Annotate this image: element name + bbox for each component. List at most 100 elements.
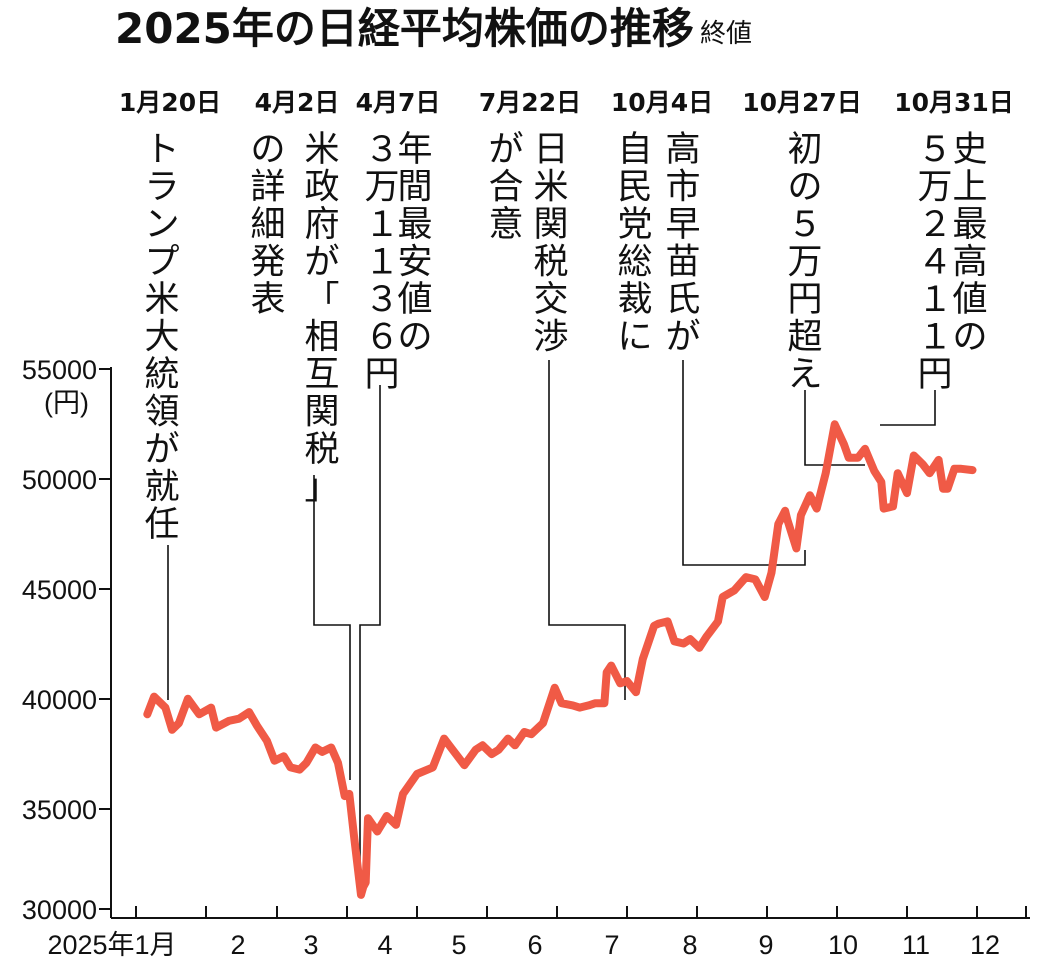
annotation-char: 日 [533, 130, 568, 170]
y-tick-label: 40000 [22, 685, 97, 715]
annotation-char: ラ [144, 168, 179, 208]
annotation-char: が [665, 318, 700, 358]
annotation-char: １ [917, 280, 952, 320]
annotation-char: 渉 [533, 318, 568, 358]
annotation-char: の [250, 130, 285, 170]
annotation-leaders [167, 360, 936, 870]
annotation-char: 氏 [665, 280, 700, 320]
annotation-char: 安 [397, 243, 432, 283]
annotation-char: ２ [917, 205, 952, 245]
annotation-char: 年 [397, 130, 432, 170]
y-tick-label: 30000 [22, 895, 97, 925]
annotation-char: ４ [917, 243, 952, 283]
annotation-char: の [952, 318, 987, 358]
annotation-char: 米 [144, 280, 179, 320]
annotation-char: 府 [304, 205, 339, 245]
annotation-char: 政 [304, 168, 339, 208]
annotation-char: 総 [617, 243, 652, 283]
annotation-char: 市 [665, 168, 700, 208]
annotation-char: 関 [304, 393, 339, 433]
annotation-char: 自 [617, 130, 652, 170]
chart-subtitle: 終値 [700, 19, 752, 49]
annotation-char: 史 [952, 130, 987, 170]
annotation-char: 円 [364, 355, 399, 395]
annotation-char: 民 [617, 168, 652, 208]
annotation-char: え [787, 355, 822, 395]
annotation-leader [313, 475, 351, 780]
annotation-leader [682, 360, 806, 566]
nikkei-close-line [143, 420, 977, 899]
x-tick-label: 10 [828, 930, 858, 960]
annotation-char: プ [144, 243, 179, 283]
chart-title: 2025年の日経平均株価の推移 [115, 4, 694, 53]
annotation-char: が [304, 243, 339, 283]
annotation-char: 高 [665, 130, 700, 170]
annotation-char: 交 [533, 280, 568, 320]
annotation-char: 値 [397, 280, 432, 320]
annotation-char: 超 [787, 318, 822, 358]
annotation-char: 円 [787, 280, 822, 320]
annotation-char: が [488, 130, 523, 170]
annotation-text: が合意 [488, 130, 523, 245]
y-tick-label: 45000 [22, 575, 97, 605]
annotation-char: 就 [144, 468, 179, 508]
annotation-date: 10月31日 [894, 88, 1014, 117]
annotation-leader [548, 360, 626, 700]
x-tick-label: 2025年1月 [47, 930, 176, 960]
annotation-char: 任 [144, 505, 179, 545]
annotation-char: ３ [364, 130, 399, 170]
annotation-date: 7月22日 [479, 88, 581, 117]
annotation-char: 関 [533, 205, 568, 245]
annotation-char: 相 [304, 318, 339, 358]
annotation-char: ６ [364, 318, 399, 358]
annotation-char: １ [364, 205, 399, 245]
annotation-char: 米 [533, 168, 568, 208]
annotation-char: 細 [250, 205, 285, 245]
series-layer [143, 420, 977, 899]
x-tick-label: 5 [451, 930, 466, 960]
annotation-char: 値 [952, 280, 987, 320]
annotation-leader [880, 390, 936, 426]
annotation-char: ５ [787, 205, 822, 245]
annotation-char: 最 [952, 205, 987, 245]
y-tick-label: 50000 [22, 465, 97, 495]
x-tick-label: 2 [230, 930, 245, 960]
annotation-char: 意 [488, 205, 523, 245]
annotation-char: 初 [787, 130, 822, 170]
annotation-date: 1月20日 [119, 88, 221, 117]
annotation-char: の [787, 168, 822, 208]
annotation-char: 万 [364, 168, 399, 208]
annotation-char: 詳 [250, 168, 285, 208]
annotation-char: 米 [304, 130, 339, 170]
annotation-char: が [144, 430, 179, 470]
annotation-char: 「 [304, 280, 339, 320]
annotation-char: 合 [488, 168, 523, 208]
annotation-char: 早 [665, 205, 700, 245]
annotation-char: 党 [617, 205, 652, 245]
annotation-char: 円 [917, 355, 952, 395]
annotation-char: 表 [250, 280, 285, 320]
x-tick-label: 4 [377, 930, 392, 960]
axes: 55000 50000 45000 40000 35000 30000 2025年1月 2 3 4… [22, 355, 1030, 960]
annotation-date: 4月7日 [356, 88, 441, 117]
annotation-char: 間 [397, 168, 432, 208]
y-tick-label: 35000 [22, 795, 97, 825]
annotation-char: 互 [304, 355, 339, 395]
annotation-char: １ [917, 318, 952, 358]
x-tick-label: 11 [902, 930, 930, 960]
annotation-char: 苗 [665, 243, 700, 283]
annotation-date: 10月4日 [611, 88, 713, 117]
annotations: 1月20日トランプ米大統領が就任4月2日米政府が「相互関税」の詳細発表4月7日年… [119, 88, 1014, 545]
annotation-char: ト [144, 130, 179, 170]
annotation-char: 税 [533, 243, 568, 283]
